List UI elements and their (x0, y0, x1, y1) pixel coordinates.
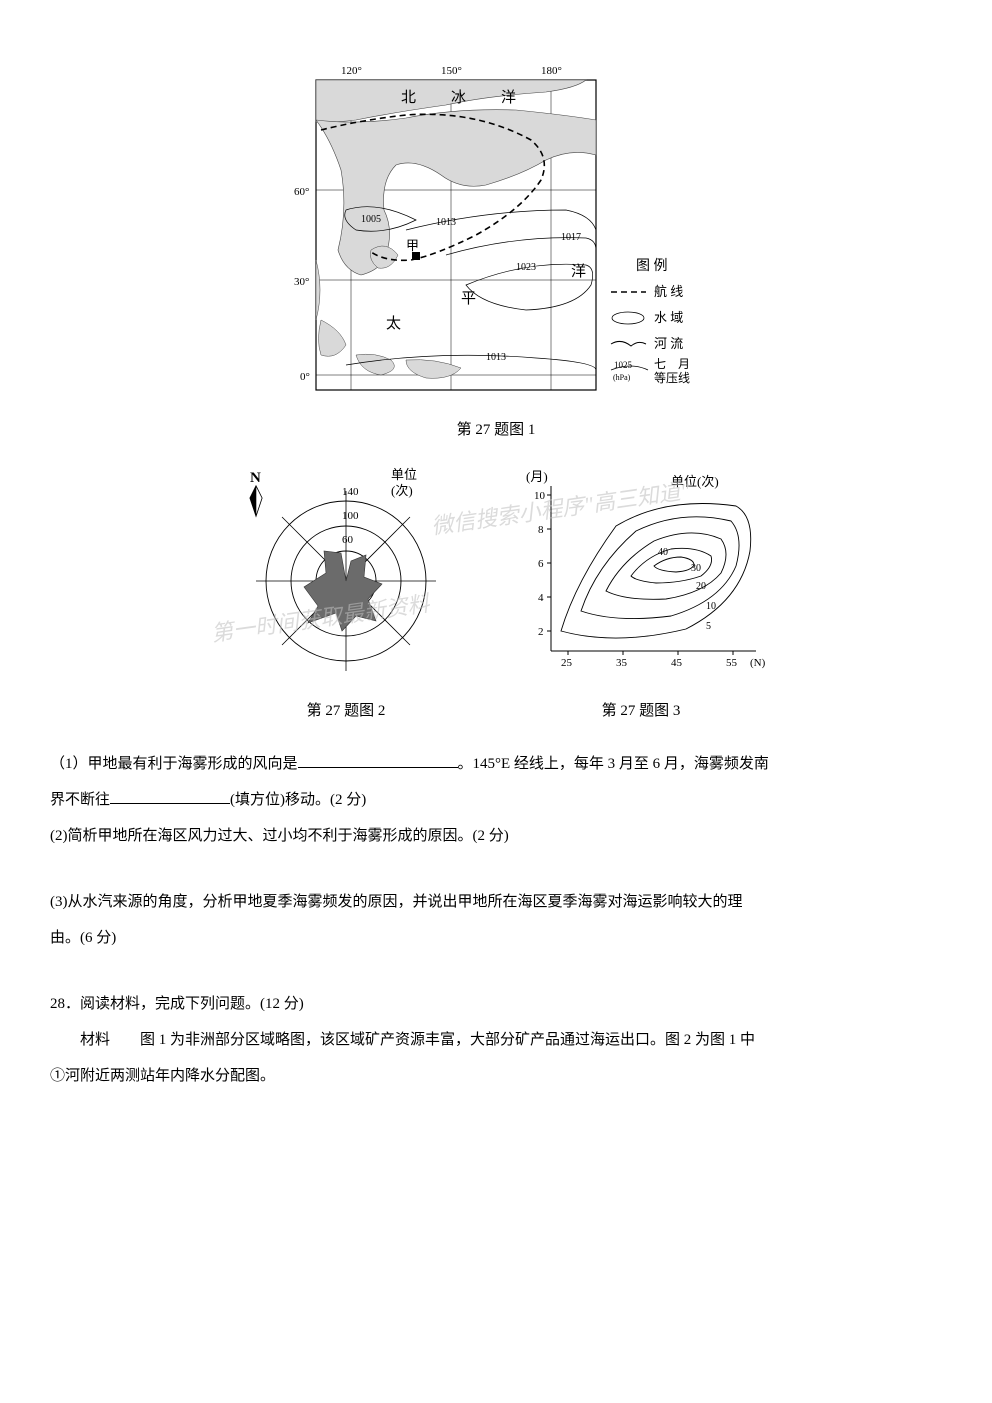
contour-val: 20 (696, 581, 706, 592)
map-svg: 120° 150° 180° 60° 30° 0° 甲 1005 1013 1 (286, 60, 706, 410)
q28-head: 28．阅读材料，完成下列问题。(12 分) (50, 986, 942, 1022)
q2-line: (2)简析甲地所在海区风力过大、过小均不利于海雾形成的原因。(2 分) (50, 818, 942, 854)
contour-caption: 第 27 题图 3 (602, 699, 681, 720)
legend-item-label: 航 线 (654, 284, 683, 299)
x-unit: (N) (750, 657, 766, 669)
rose-unit: 单位 (391, 467, 417, 482)
contour-val: 30 (691, 563, 701, 574)
rose-chart: 60 100 140 N 单位 (次) 第 27 题图 2 (216, 461, 476, 732)
ring-label: 140 (342, 486, 359, 498)
blank-1 (298, 753, 458, 768)
question-text: （1）甲地最有利于海雾形成的风向是 。145°E 经线上，每年 3 月至 6 月，… (50, 746, 942, 1094)
q1-part-c: 界不断往 (50, 792, 110, 808)
ocean-label: 洋 (501, 89, 516, 106)
q1-part-b: 。145°E 经线上，每年 3 月至 6 月，海雾频发南 (458, 756, 769, 772)
legend-iso-unit: (hPa) (613, 373, 631, 382)
legend-item-label: 七 月 (654, 357, 690, 371)
y-tick: 8 (538, 524, 544, 536)
legend-item-label: 河 流 (654, 336, 683, 351)
rose-caption: 第 27 题图 2 (307, 699, 386, 720)
x-tick: 45 (671, 657, 683, 669)
isobar-label: 1023 (516, 262, 536, 273)
lat-tick: 0° (300, 371, 310, 383)
q1-line1: （1）甲地最有利于海雾形成的风向是 。145°E 经线上，每年 3 月至 6 月，… (50, 746, 942, 782)
lat-tick: 60° (294, 186, 309, 198)
ring-label: 100 (342, 510, 359, 522)
ocean-label: 冰 (451, 89, 466, 106)
legend-item-label: 水 域 (654, 310, 683, 325)
map-figure: 120° 150° 180° 60° 30° 0° 甲 1005 1013 1 (50, 60, 942, 451)
contour-val: 10 (706, 601, 716, 612)
north-label: N (250, 470, 261, 486)
chart-row: 60 100 140 N 单位 (次) 第 27 题图 2 (月) 单位(次) … (50, 461, 942, 732)
isobar-label: 1013 (486, 352, 506, 363)
contour-unit: 单位(次) (671, 474, 719, 489)
x-tick: 35 (616, 657, 628, 669)
spacer (50, 854, 942, 884)
ring-label: 60 (342, 534, 354, 546)
y-tick: 4 (538, 592, 544, 604)
q28-mat2: ①河附近两测站年内降水分配图。 (50, 1058, 942, 1094)
lat-tick: 30° (294, 276, 309, 288)
isobar-label: 1005 (361, 214, 381, 225)
q1-line2: 界不断往 (填方位)移动。(2 分) (50, 782, 942, 818)
x-tick: 25 (561, 657, 573, 669)
jia-label: 甲 (406, 238, 419, 253)
lon-tick: 120° (341, 65, 362, 77)
q3-line1: (3)从水汽来源的角度，分析甲地夏季海雾频发的原因，并说出甲地所在海区夏季海雾对… (50, 884, 942, 920)
y-axis-label: (月) (526, 469, 548, 484)
legend-item-label: 等压线 (654, 371, 690, 385)
isobar-label: 1017 (561, 232, 581, 243)
y-tick: 2 (538, 626, 544, 638)
lon-tick: 150° (441, 65, 462, 77)
q1-part-a: （1）甲地最有利于海雾形成的风向是 (50, 756, 298, 772)
lon-tick: 180° (541, 65, 562, 77)
x-tick: 55 (726, 657, 738, 669)
contour-val: 40 (658, 547, 668, 558)
map-caption: 第 27 题图 1 (457, 418, 536, 439)
contour-chart: (月) 单位(次) 10 8 6 4 2 25 35 45 55 (N) (506, 461, 776, 732)
legend-title: 图 例 (636, 258, 668, 274)
isobar-label: 1013 (436, 217, 456, 228)
ocean-label: 太 (386, 315, 401, 332)
ocean-label: 洋 (571, 263, 586, 280)
q28-mat1: 材料 图 1 为非洲部分区域略图，该区域矿产资源丰富，大部分矿产品通过海运出口。… (50, 1022, 942, 1058)
y-tick: 10 (534, 490, 546, 502)
legend-iso-sample: 1025 (614, 360, 633, 370)
rose-unit2: (次) (391, 483, 413, 498)
q3-line2: 由。(6 分) (50, 920, 942, 956)
q1-part-d: (填方位)移动。(2 分) (230, 792, 366, 808)
contour-val: 5 (706, 621, 711, 632)
blank-2 (110, 789, 230, 804)
ocean-label: 平 (461, 291, 476, 307)
y-tick: 6 (538, 558, 544, 570)
spacer (50, 956, 942, 986)
ocean-label: 北 (401, 89, 416, 106)
